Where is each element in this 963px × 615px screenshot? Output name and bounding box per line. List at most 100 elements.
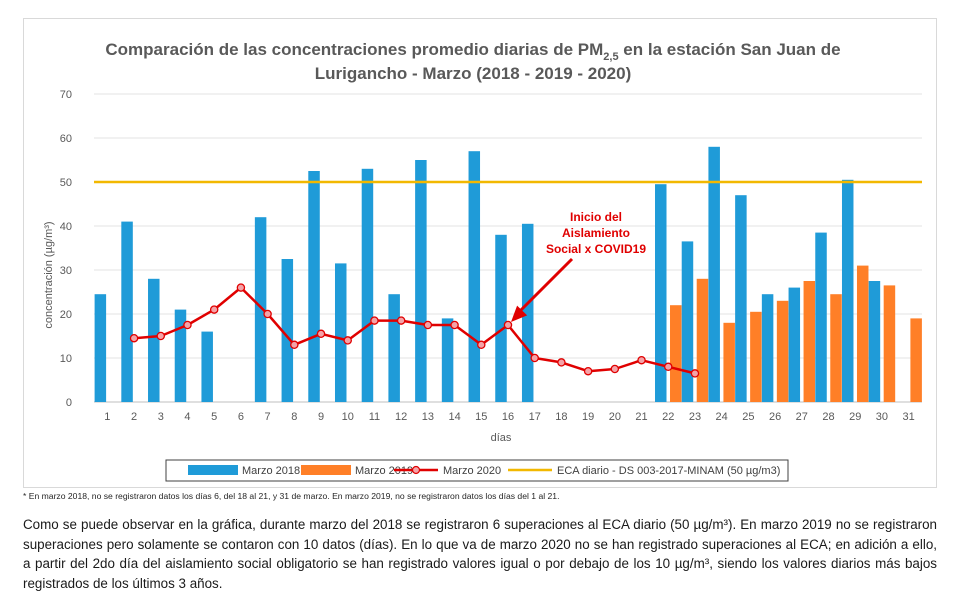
point-2020-day-17 [530, 353, 539, 363]
bar-2019-day-24 [723, 322, 735, 402]
bar-2019-day-25 [750, 311, 762, 402]
series-2020-line [129, 283, 700, 378]
chart-title-line2: Lurigancho - Marzo (2018 - 2019 - 2020) [315, 64, 632, 83]
y-tick-0: 0 [66, 397, 72, 409]
bar-2019-day-30 [883, 285, 896, 402]
point-2020-day-8 [290, 340, 299, 350]
y-tick-30: 30 [60, 265, 72, 277]
legend-label-2018: Marzo 2018 [242, 465, 300, 477]
y-tick-70: 70 [60, 89, 72, 101]
x-tick-21: 21 [635, 411, 647, 423]
bar-2018-day-13 [415, 160, 427, 402]
y-tick-10: 10 [60, 353, 72, 365]
x-tick-11: 11 [369, 411, 380, 423]
y-tick-60: 60 [60, 133, 72, 145]
point-2020-day-11 [370, 316, 379, 325]
bar-2018-day-23 [681, 241, 694, 402]
x-tick-30: 30 [876, 411, 888, 423]
x-tick-16: 16 [502, 411, 514, 423]
legend-label-2020: Marzo 2020 [443, 465, 501, 477]
legend: Marzo 2018 Marzo 2019 Marzo 2020 ECA dia… [165, 459, 789, 482]
bar-2019-day-27 [803, 281, 816, 402]
x-tick-20: 20 [609, 411, 621, 423]
x-tick-23: 23 [689, 411, 701, 423]
y-axis-ticks: 0 10 20 30 40 50 60 70 [60, 89, 72, 409]
y-tick-40: 40 [60, 221, 72, 233]
covid-annotation: Inicio del Aislamiento Social x COVID19 [511, 210, 646, 322]
point-2020-day-15 [477, 340, 486, 350]
annotation-line-2: Aislamiento [562, 226, 630, 240]
bar-2019-day-22 [670, 305, 682, 402]
x-tick-1: 1 [104, 411, 110, 423]
point-2020-day-9 [316, 329, 326, 339]
bar-2018-day-1 [94, 294, 107, 402]
y-tick-20: 20 [60, 309, 72, 321]
x-tick-24: 24 [716, 411, 728, 423]
bars [94, 146, 922, 402]
bar-2018-day-3 [148, 278, 160, 402]
x-tick-15: 15 [475, 411, 487, 423]
point-2020-day-18 [557, 358, 566, 367]
x-tick-2: 2 [131, 411, 137, 423]
x-tick-29: 29 [849, 411, 861, 423]
legend-swatch-2019 [301, 465, 351, 475]
point-2020-day-12 [396, 316, 406, 325]
bar-2019-day-29 [856, 265, 869, 402]
y-axis-label: concentración (µg/m³) [43, 221, 55, 328]
x-tick-31: 31 [903, 411, 915, 423]
bar-2018-day-22 [655, 184, 667, 402]
x-tick-13: 13 [422, 411, 434, 423]
point-2020-day-13 [423, 320, 433, 330]
point-2020-day-3 [156, 331, 166, 341]
x-tick-25: 25 [742, 411, 754, 423]
x-tick-17: 17 [529, 411, 541, 423]
annotation-line-1: Inicio del [570, 210, 622, 224]
bar-2018-day-14 [441, 318, 454, 402]
x-tick-27: 27 [796, 411, 808, 423]
x-tick-7: 7 [265, 411, 271, 423]
y-tick-50: 50 [60, 177, 72, 189]
point-2020-day-19 [583, 366, 593, 376]
legend-marker-2020 [411, 465, 421, 475]
x-axis-ticks: 1 2 3 4 5 6 7 8 9 10 11 12 13 14 15 16 17 18 19 20 21 22 23 24 2… [104, 411, 914, 423]
point-2020-day-23 [690, 369, 700, 378]
bar-2018-day-9 [308, 171, 320, 402]
bar-2019-day-28 [830, 294, 842, 402]
x-tick-12: 12 [395, 411, 407, 423]
point-2020-day-2 [129, 333, 139, 343]
bar-2018-day-7 [254, 217, 267, 402]
bar-2018-day-11 [361, 168, 374, 402]
bar-2018-day-16 [495, 234, 507, 402]
bar-2019-day-31 [910, 318, 922, 402]
chart-title-line1: Comparación de las concentraciones prome… [105, 40, 840, 63]
point-2020-day-4 [183, 320, 192, 330]
footnote: * En marzo 2018, no se registraron datos… [23, 491, 560, 501]
bar-2018-day-28 [815, 232, 827, 402]
bar-2018-day-30 [868, 281, 881, 402]
point-2020-day-22 [664, 362, 673, 372]
x-tick-26: 26 [769, 411, 781, 423]
point-2020-day-6 [236, 283, 246, 292]
point-2020-day-14 [450, 320, 459, 330]
x-tick-6: 6 [238, 411, 244, 423]
description-paragraph: Como se puede observar en la gráfica, du… [23, 517, 937, 591]
bar-2018-day-12 [388, 294, 400, 402]
x-tick-28: 28 [822, 411, 834, 423]
bar-2019-day-23 [696, 278, 709, 402]
bar-2018-day-17 [521, 223, 534, 402]
x-tick-8: 8 [291, 411, 297, 423]
point-2020-day-10 [343, 336, 352, 345]
annotation-line-3: Social x COVID19 [546, 242, 646, 256]
point-2020-day-16 [503, 320, 513, 330]
bar-2018-day-8 [281, 259, 294, 402]
x-tick-22: 22 [662, 411, 674, 423]
x-tick-18: 18 [555, 411, 567, 423]
legend-label-eca: ECA diario - DS 003-2017-MINAM (50 µg/m3… [557, 465, 780, 477]
point-2020-day-20 [610, 364, 620, 374]
bar-2018-day-29 [841, 179, 854, 402]
bar-2018-day-5 [201, 331, 213, 402]
chart-frame: Comparación de las concentraciones prome… [23, 18, 937, 488]
x-axis-label: días [491, 432, 512, 444]
bar-2018-day-4 [174, 309, 187, 402]
bar-2018-day-15 [468, 151, 481, 402]
